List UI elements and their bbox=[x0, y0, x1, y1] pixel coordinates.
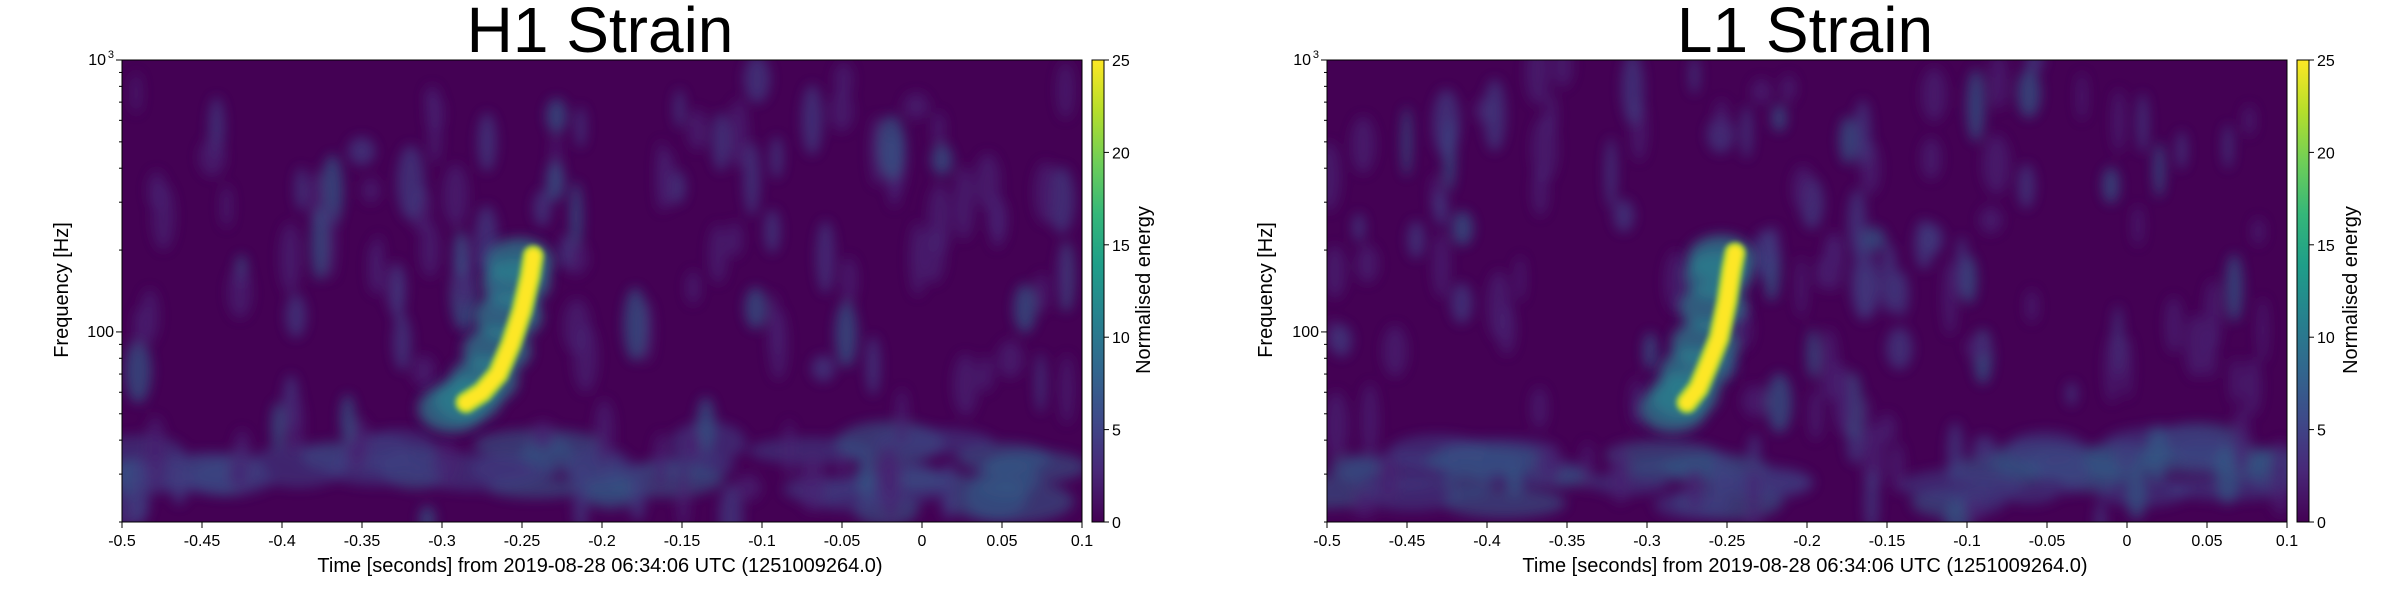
colorbar-tick-label: 10 bbox=[2317, 330, 2335, 347]
y-tick-label: 100 bbox=[1292, 324, 1319, 341]
colorbar-tick-label: 5 bbox=[1112, 423, 1121, 440]
chirp-point bbox=[1680, 395, 1694, 410]
colorbar-tick-label: 0 bbox=[2317, 515, 2326, 532]
chirp-point bbox=[503, 337, 518, 352]
l1-panel: L1 Strain -0.5 -0.45 -0.4 -0.35 -0.3 -0.25 -0.… bbox=[1255, 0, 2362, 577]
colorbar-tick-label: 20 bbox=[1112, 145, 1130, 162]
x-tick-label: -0.4 bbox=[1473, 533, 1501, 550]
colorbar-tick-label: 0 bbox=[1112, 515, 1121, 532]
l1-x-axis-label: Time [seconds] from 2019-08-28 06:34:06 … bbox=[1522, 555, 2087, 577]
colorbar-tick-label: 25 bbox=[2317, 53, 2335, 70]
x-tick-label: 0.1 bbox=[2276, 533, 2298, 550]
l1-plot-area: -0.5 -0.45 -0.4 -0.35 -0.3 -0.25 -0.2 -0.15 -0.1… bbox=[1292, 49, 2335, 550]
y-tick-label: 100 bbox=[87, 324, 114, 341]
y-tick-label: 10 bbox=[1293, 52, 1311, 69]
h1-title: H1 Strain bbox=[467, 0, 734, 66]
chirp-point bbox=[1712, 330, 1726, 345]
x-tick-label: -0.45 bbox=[184, 533, 221, 550]
x-tick-label: -0.05 bbox=[824, 533, 861, 550]
h1-colorbar-label: Normalised energy bbox=[1133, 206, 1155, 374]
l1-y-axis-label: Frequency [Hz] bbox=[1255, 222, 1277, 358]
chirp-point bbox=[1724, 262, 1739, 277]
y-tick-exponent: 3 bbox=[1313, 49, 1319, 61]
colorbar bbox=[1091, 59, 1105, 523]
chirp-track bbox=[1676, 242, 1746, 414]
x-tick-label: -0.35 bbox=[1549, 533, 1586, 550]
x-tick-label: -0.1 bbox=[1953, 533, 1981, 550]
x-tick-label: -0.05 bbox=[2029, 533, 2066, 550]
x-tick-label: 0.1 bbox=[1071, 533, 1093, 550]
chirp-point bbox=[1728, 246, 1742, 261]
chirp-point bbox=[523, 269, 537, 284]
spectrogram-image bbox=[1327, 60, 2287, 522]
chirp-point bbox=[1691, 381, 1706, 396]
colorbar-tick-label: 25 bbox=[1112, 53, 1130, 70]
x-tick-label: -0.5 bbox=[108, 533, 136, 550]
chirp-point bbox=[459, 395, 473, 410]
x-tick-label: -0.35 bbox=[344, 533, 381, 550]
x-tick-label: 0 bbox=[2123, 533, 2132, 550]
x-tick-label: -0.4 bbox=[268, 533, 296, 550]
x-tick-label: 0.05 bbox=[986, 533, 1017, 550]
x-tick-label: -0.2 bbox=[588, 533, 616, 550]
h1-plot-area: -0.5 -0.45 -0.4 -0.35 -0.3 -0.25 -0.2 -0.15 -0.1… bbox=[87, 49, 1130, 550]
h1-x-axis-label: Time [seconds] from 2019-08-28 06:34:06 … bbox=[317, 555, 882, 577]
x-tick-label: 0.05 bbox=[2191, 533, 2222, 550]
noise-texture bbox=[1327, 60, 2287, 522]
x-tick-label: -0.25 bbox=[504, 533, 541, 550]
x-tick-label: -0.2 bbox=[1793, 533, 1821, 550]
colorbar bbox=[2296, 59, 2310, 523]
x-tick-label: -0.3 bbox=[1633, 533, 1661, 550]
colorbar-tick-label: 15 bbox=[1112, 238, 1130, 255]
x-tick-label: -0.3 bbox=[428, 533, 456, 550]
y-tick-label: 10 bbox=[88, 52, 106, 69]
chirp-point bbox=[491, 367, 505, 382]
x-tick-label: -0.25 bbox=[1709, 533, 1746, 550]
y-tick-exponent: 3 bbox=[108, 49, 114, 61]
h1-panel: H1 Strain -0.5 -0.45 -0.4 -0.35 -0.3 -0.25 -0.… bbox=[51, 0, 1155, 577]
noise-texture bbox=[122, 60, 1082, 522]
colorbar-tick-label: 15 bbox=[2317, 238, 2335, 255]
x-tick-label: -0.5 bbox=[1313, 533, 1341, 550]
h1-y-axis-label: Frequency [Hz] bbox=[51, 222, 73, 358]
chirp-point bbox=[1720, 293, 1734, 308]
x-tick-label: -0.45 bbox=[1389, 533, 1426, 550]
chirp-track bbox=[455, 245, 545, 414]
l1-title: L1 Strain bbox=[1677, 0, 1933, 66]
x-tick-label: -0.15 bbox=[1869, 533, 1906, 550]
chirp-point bbox=[475, 385, 489, 400]
l1-colorbar-label: Normalised energy bbox=[2340, 206, 2362, 374]
chirp-point bbox=[1700, 358, 1715, 373]
spectrogram-image bbox=[122, 60, 1082, 522]
colorbar-tick-label: 5 bbox=[2317, 423, 2326, 440]
colorbar-tick-label: 10 bbox=[1112, 330, 1130, 347]
chirp-point bbox=[526, 249, 541, 264]
x-tick-label: -0.15 bbox=[664, 533, 701, 550]
colorbar-tick-label: 20 bbox=[2317, 145, 2335, 162]
x-tick-label: -0.1 bbox=[748, 533, 776, 550]
x-tick-label: 0 bbox=[918, 533, 927, 550]
chirp-point bbox=[515, 303, 529, 318]
